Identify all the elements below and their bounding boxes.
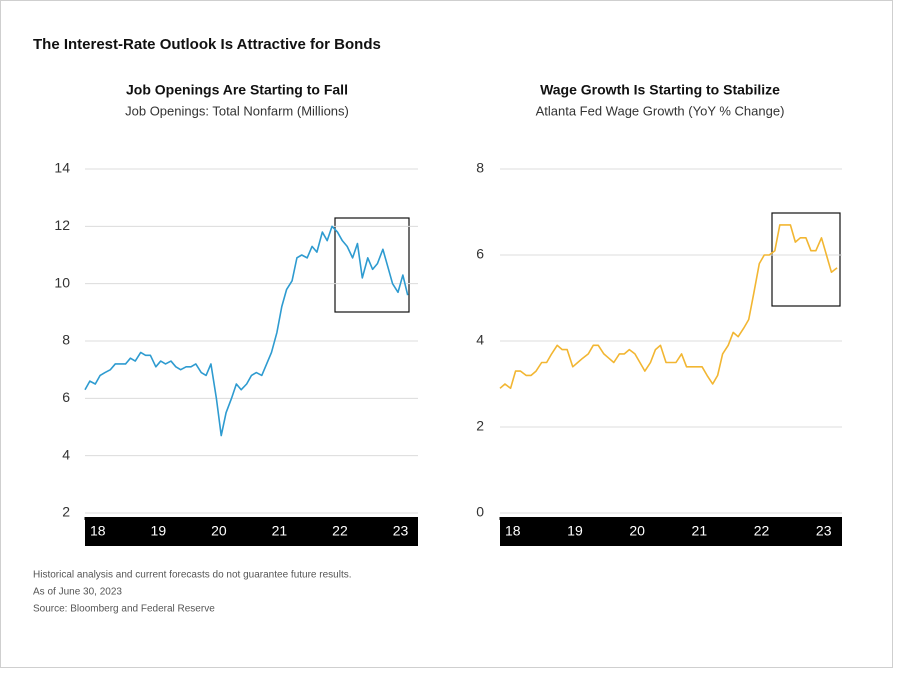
y-tick-label: 2 [62, 504, 70, 520]
x-tick-label: 19 [567, 523, 583, 539]
y-tick-label: 14 [54, 160, 70, 176]
y-tick-label: 2 [476, 418, 484, 434]
note: Source: Bloomberg and Federal Reserve [33, 604, 215, 615]
chart-title: Job Openings Are Starting to Fall [126, 82, 348, 98]
y-tick-label: 6 [476, 246, 484, 262]
x-tick-label: 20 [211, 523, 227, 539]
x-tick-label: 23 [393, 523, 409, 539]
x-axis-band [85, 517, 418, 546]
x-tick-label: 21 [692, 523, 708, 539]
chart-title: Wage Growth Is Starting to Stabilize [540, 82, 780, 98]
highlight-box [771, 212, 841, 307]
y-tick-label: 4 [62, 446, 70, 462]
y-tick-label: 10 [54, 274, 70, 290]
x-tick-label: 18 [90, 523, 106, 539]
x-tick-label: 20 [629, 523, 645, 539]
note: As of June 30, 2023 [33, 587, 122, 598]
x-tick-label: 21 [272, 523, 288, 539]
data-line [84, 225, 409, 437]
x-tick-label: 18 [505, 523, 521, 539]
y-tick-label: 8 [62, 332, 70, 348]
y-tick-label: 12 [54, 217, 70, 233]
chart-subtitle: Job Openings: Total Nonfarm (Millions) [125, 103, 349, 118]
x-tick-label: 22 [332, 523, 348, 539]
y-tick-label: 8 [476, 160, 484, 176]
y-tick-label: 0 [476, 504, 484, 520]
y-tick-label: 6 [62, 389, 70, 405]
page-title: The Interest-Rate Outlook Is Attractive … [33, 36, 381, 53]
note: Historical analysis and current forecast… [33, 570, 352, 581]
x-axis-band [500, 517, 842, 546]
y-tick-label: 4 [476, 332, 484, 348]
x-tick-label: 23 [816, 523, 832, 539]
x-tick-label: 22 [754, 523, 770, 539]
chart-subtitle: Atlanta Fed Wage Growth (YoY % Change) [536, 103, 785, 118]
highlight-box [334, 217, 410, 313]
x-tick-label: 19 [151, 523, 167, 539]
data-line [499, 224, 838, 390]
